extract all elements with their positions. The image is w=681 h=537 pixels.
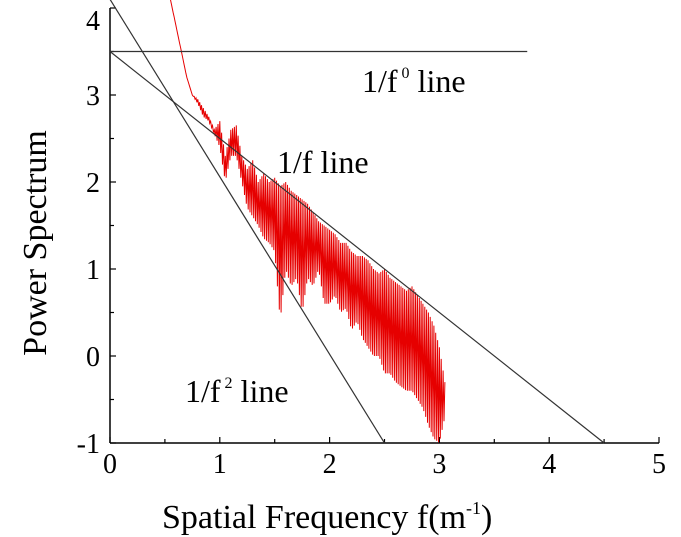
ref-line-1-over-f2-label-end: line	[233, 373, 289, 409]
ref-line-1-over-f2	[109, 0, 386, 444]
x-axis-title: Spatial Frequency f(m-1)	[162, 498, 492, 536]
x-axis-title-end: )	[481, 499, 492, 536]
x-axis-title-main: Spatial Frequency f(m	[162, 499, 466, 536]
y-tick-label: 0	[86, 342, 100, 373]
spectrum-series-line	[170, 0, 446, 443]
x-tick-label: 3	[432, 449, 446, 480]
y-tick-label: 1	[86, 255, 100, 286]
y-axis-title: Power Spectrum	[17, 130, 54, 356]
x-tick-label: 5	[652, 449, 666, 480]
ref-line-1-over-f	[109, 51, 605, 444]
ref-line-1-over-f-label: 1/f line	[277, 144, 369, 180]
ref-line-1-over-f-label-main: 1/f line	[277, 144, 369, 180]
ref-line-1-over-f0-label-end: line	[410, 63, 466, 99]
x-tick-label: 1	[213, 449, 227, 480]
ref-line-1-over-f2-label: 1/f 2 line	[185, 373, 289, 409]
x-tick-label: 0	[103, 449, 117, 480]
ref-line-1-over-f0-label-sup: 0	[402, 65, 410, 82]
y-tick-label: 3	[86, 81, 100, 112]
x-tick-label: 2	[323, 449, 337, 480]
ref-line-1-over-f0-label: 1/f 0 line	[362, 63, 466, 99]
ref-line-1-over-f0-label-main: 1/f	[362, 63, 398, 99]
ref-line-1-over-f2-label-main: 1/f	[185, 373, 221, 409]
y-tick-label: 2	[86, 168, 100, 199]
x-tick-label: 4	[542, 449, 556, 480]
x-axis-title-sup: -1	[466, 498, 481, 518]
y-tick-label: 4	[86, 6, 100, 37]
y-tick-label: -1	[77, 429, 100, 460]
ref-line-1-over-f2-label-sup: 2	[225, 375, 233, 392]
